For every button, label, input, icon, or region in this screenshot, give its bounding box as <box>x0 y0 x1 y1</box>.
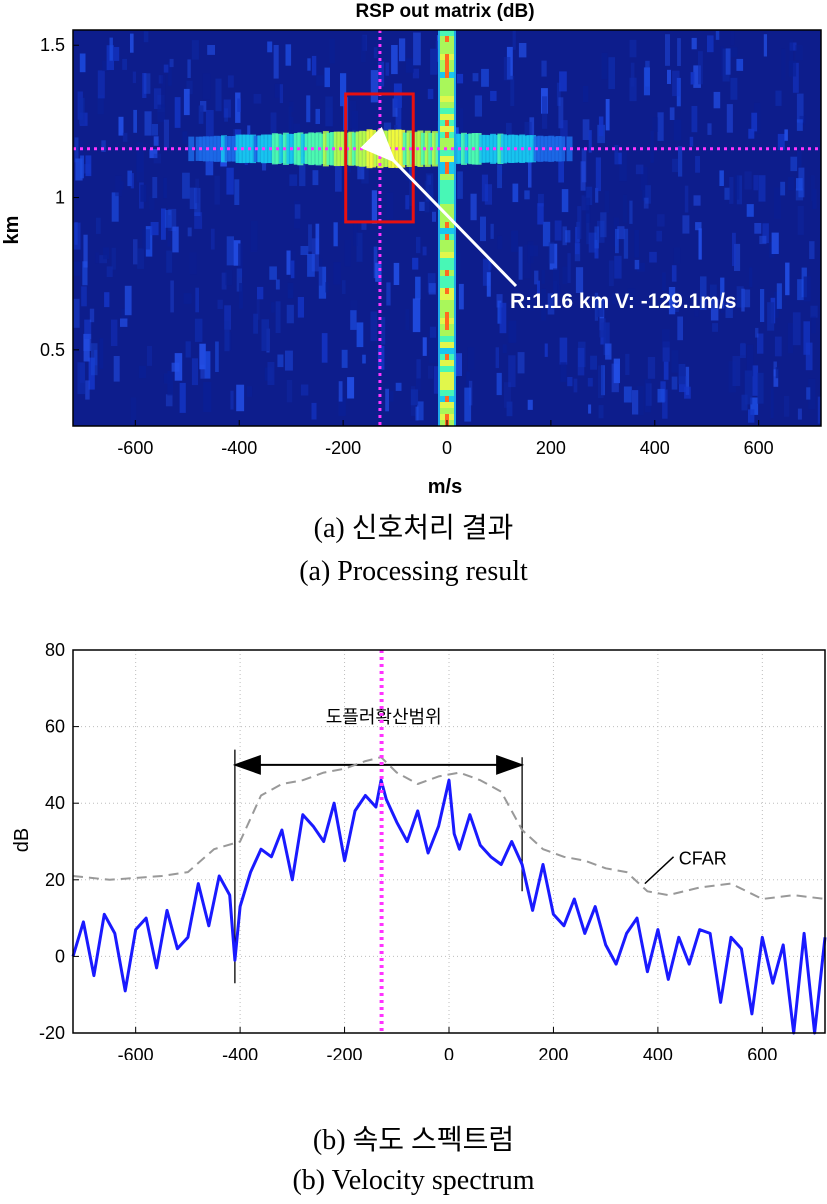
spectrum-x-ticks: -600 -400 -200 0 200 400 600 <box>118 1027 777 1060</box>
spectrum-x-tick-label: -600 <box>118 1045 154 1060</box>
heatmap-x-tick-label: 400 <box>640 438 670 458</box>
heatmap-x-tick-label: 0 <box>442 438 452 458</box>
target-annotation: R:1.16 km V: -129.1m/s <box>510 290 736 313</box>
spectrum-y-tick-label: 20 <box>45 870 65 890</box>
spectrum-x-tick-label: 200 <box>538 1045 568 1060</box>
spectrum-plot-area <box>73 650 825 1033</box>
heatmap-y-tick-label: 0.5 <box>40 340 65 360</box>
spectrum-y-tick-label: -20 <box>39 1023 65 1043</box>
heatmap-y-label: km <box>1 216 23 245</box>
spectrum-x-tick-label: 0 <box>444 1045 454 1060</box>
spectrum-series <box>71 756 827 1035</box>
doppler-spread-label: 도플러확산범위 <box>326 707 442 727</box>
processing-result-heatmap: RSP out matrix (dB) R:1.16 km V: -129.1m… <box>1 1 822 498</box>
target-highlight-box <box>344 92 415 224</box>
spectrum-x-tick-label: 400 <box>643 1045 673 1060</box>
caption-a-english: (a) Processing result <box>299 556 528 587</box>
heatmap-x-ticks: -600 -400 -200 0 200 400 600 <box>117 420 774 458</box>
heatmap-title: RSP out matrix (dB) <box>355 1 534 22</box>
spectrum-x-tick-label: 600 <box>747 1045 777 1060</box>
spectrum-line <box>71 778 827 1035</box>
heatmap-x-label: m/s <box>428 476 462 498</box>
spectrum-y-tick-label: 80 <box>45 640 65 660</box>
spectrum-y-tick-label: 60 <box>45 717 65 737</box>
caption-b-korean: (b) 속도 스펙트럼 <box>312 1125 515 1156</box>
annotation-arrow <box>360 126 518 288</box>
spectrum-y-label: dB <box>11 828 33 852</box>
heatmap-y-tick-label: 1 <box>55 188 65 208</box>
heatmap-y-tick-label: 1.5 <box>40 35 65 55</box>
spectrum-x-tick-label: -200 <box>327 1045 363 1060</box>
spectrum-y-tick-label: 40 <box>45 793 65 813</box>
spectrum-x-tick-label: -400 <box>222 1045 258 1060</box>
caption-b-english: (b) Velocity spectrum <box>292 1165 535 1196</box>
cfar-label: CFAR <box>679 848 727 868</box>
velocity-spectrum-chart: 도플러확산범위 CFAR -600 -400 -200 0 200 400 600 -200… <box>11 640 827 1060</box>
heatmap-y-ticks: 0.5 1 1.5 <box>40 35 79 360</box>
spectrum-y-tick-label: 0 <box>55 946 65 966</box>
spectrum-y-ticks: -20 0 20 40 60 80 <box>39 640 79 1043</box>
cfar-leader-line <box>644 856 675 885</box>
heatmap-x-tick-label: -600 <box>117 438 153 458</box>
heatmap-x-tick-label: -400 <box>221 438 257 458</box>
heatmap-x-tick-label: 600 <box>744 438 774 458</box>
zero-doppler-band <box>438 30 456 426</box>
cfar-threshold-line <box>72 756 826 900</box>
heatmap-x-tick-label: -200 <box>325 438 361 458</box>
heatmap-x-tick-label: 200 <box>536 438 566 458</box>
caption-a-korean: (a) 신호처리 결과 <box>313 513 514 544</box>
